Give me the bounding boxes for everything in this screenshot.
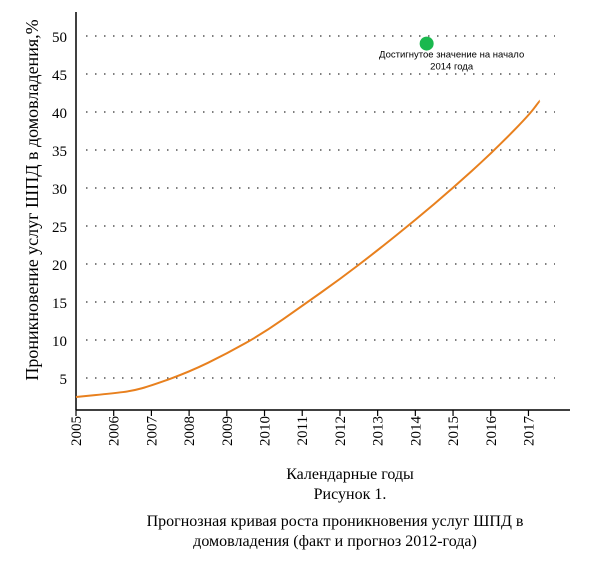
- y-tick-label: 45: [52, 68, 67, 84]
- x-tick-label: 2008: [182, 416, 198, 446]
- figure-number: Рисунок 1.: [313, 486, 387, 503]
- x-tick-label: 2017: [521, 416, 537, 447]
- x-tick-label: 2006: [107, 416, 123, 447]
- x-tick-label: 2014: [408, 416, 424, 447]
- y-tick-label: 35: [52, 144, 67, 160]
- achieved-value-point: [419, 36, 434, 51]
- y-tick-label: 10: [52, 334, 67, 350]
- x-tick-label: 2005: [69, 416, 85, 446]
- series-line: [75, 100, 541, 398]
- x-tick-label: 2007: [144, 416, 160, 447]
- x-tick-label: 2013: [371, 416, 387, 446]
- x-tick-label: 2010: [258, 416, 274, 446]
- figure-caption-line-1: Прогнозная кривая роста проникновения ус…: [146, 513, 524, 530]
- x-tick-label: 2015: [446, 416, 462, 446]
- y-tick-label: 5: [60, 372, 68, 388]
- chart-plot: 5 10 15 20 25 30 35 40 45 50 2005 2006 2007 2008 2009 2…: [22, 12, 570, 447]
- y-tick-label: 15: [52, 296, 67, 312]
- x-tick-label: 2009: [220, 416, 236, 446]
- figure-caption-line-2: домовладения (факт и прогноз 2012-года): [193, 533, 477, 550]
- x-tick-label: 2016: [484, 416, 500, 447]
- y-tick-label: 50: [52, 30, 67, 46]
- point-label-line-2: 2014 года: [430, 62, 474, 73]
- x-tick-label: 2012: [333, 416, 349, 446]
- y-tick-label: 30: [52, 182, 67, 198]
- x-tick-label: 2011: [295, 416, 311, 445]
- point-label-line-1: Достигнутое значение на начало: [379, 50, 524, 61]
- y-axis-title: Проникновение услуг ШПД в домовладения,%: [22, 19, 42, 380]
- y-tick-label: 40: [52, 106, 67, 122]
- y-tick-label: 25: [52, 220, 67, 236]
- y-tick-label: 20: [52, 258, 67, 274]
- x-axis-title: Календарные годы: [286, 466, 414, 483]
